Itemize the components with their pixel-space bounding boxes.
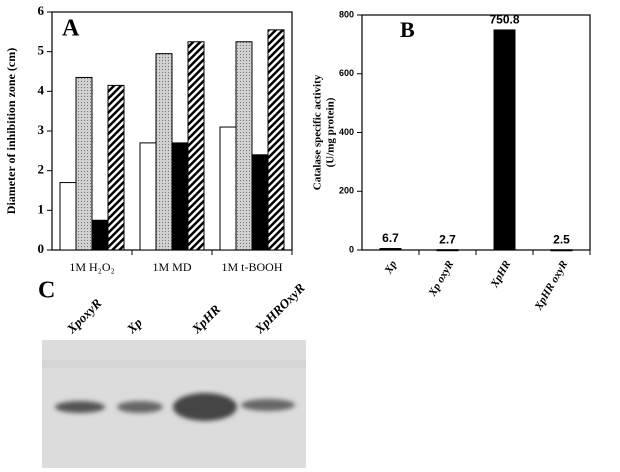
bar (91, 219, 109, 251)
bar (107, 84, 125, 251)
value-label: 750.8 (489, 13, 519, 27)
panel-label: A (62, 16, 80, 42)
gel-band (117, 401, 163, 413)
bar (550, 249, 573, 252)
bar (379, 248, 402, 251)
panel-label: B (400, 17, 415, 42)
bar (235, 41, 253, 251)
bar (436, 249, 459, 252)
bar (219, 126, 237, 251)
bar (139, 142, 157, 251)
y-tick-label: 800 (339, 9, 354, 19)
y-tick-label: 0 (349, 244, 354, 254)
x-tick-label: 1M MD (152, 260, 191, 274)
bar (251, 154, 269, 251)
x-tick-label: XpHR oxyR (532, 259, 570, 313)
y-tick-label: 200 (339, 186, 354, 196)
gel-smear (42, 360, 306, 368)
bar (59, 182, 77, 251)
lane-label: XpHROxyR (251, 280, 308, 337)
bar (187, 41, 205, 251)
value-label: 2.5 (553, 232, 570, 246)
gel-band (173, 393, 237, 421)
value-label: 2.7 (439, 232, 456, 246)
y-tick-label: 4 (38, 82, 45, 97)
bar (171, 142, 189, 251)
lane-label: Xp (123, 315, 145, 337)
lane-label: XpHR (188, 301, 224, 337)
gel-band (241, 399, 295, 411)
x-tick-label: 1M t-BOOH (221, 260, 282, 274)
y-axis-label: Catalase specific activity (312, 74, 324, 190)
bar (493, 29, 516, 250)
x-tick-label: Xp oxyR (426, 259, 456, 299)
panel-label: C (38, 278, 55, 304)
bar (75, 76, 93, 251)
bar (155, 53, 173, 251)
x-tick-label: XpHR (488, 259, 513, 291)
y-tick-label: 2 (38, 162, 45, 177)
y-axis-label: Diameter of inhibition zone (cm) (4, 48, 18, 214)
y-tick-label: 5 (38, 43, 45, 58)
y-tick-label: 6 (38, 3, 45, 18)
y-tick-label: 3 (38, 122, 45, 137)
x-tick-label: 1M H₂O₂ (69, 260, 114, 274)
y-tick-label: 400 (339, 127, 354, 137)
plot-frame (361, 14, 591, 251)
x-tick-label: Xp (382, 258, 400, 276)
y-axis-label: (U/mg protein) (325, 97, 337, 167)
lane-label: XpoxyR (63, 295, 105, 337)
y-tick-label: 600 (339, 68, 354, 78)
y-tick-label: 1 (38, 201, 45, 216)
gel-band (55, 401, 105, 413)
y-tick-label: 0 (38, 241, 45, 256)
bar (267, 29, 285, 251)
value-label: 6.7 (382, 231, 399, 245)
